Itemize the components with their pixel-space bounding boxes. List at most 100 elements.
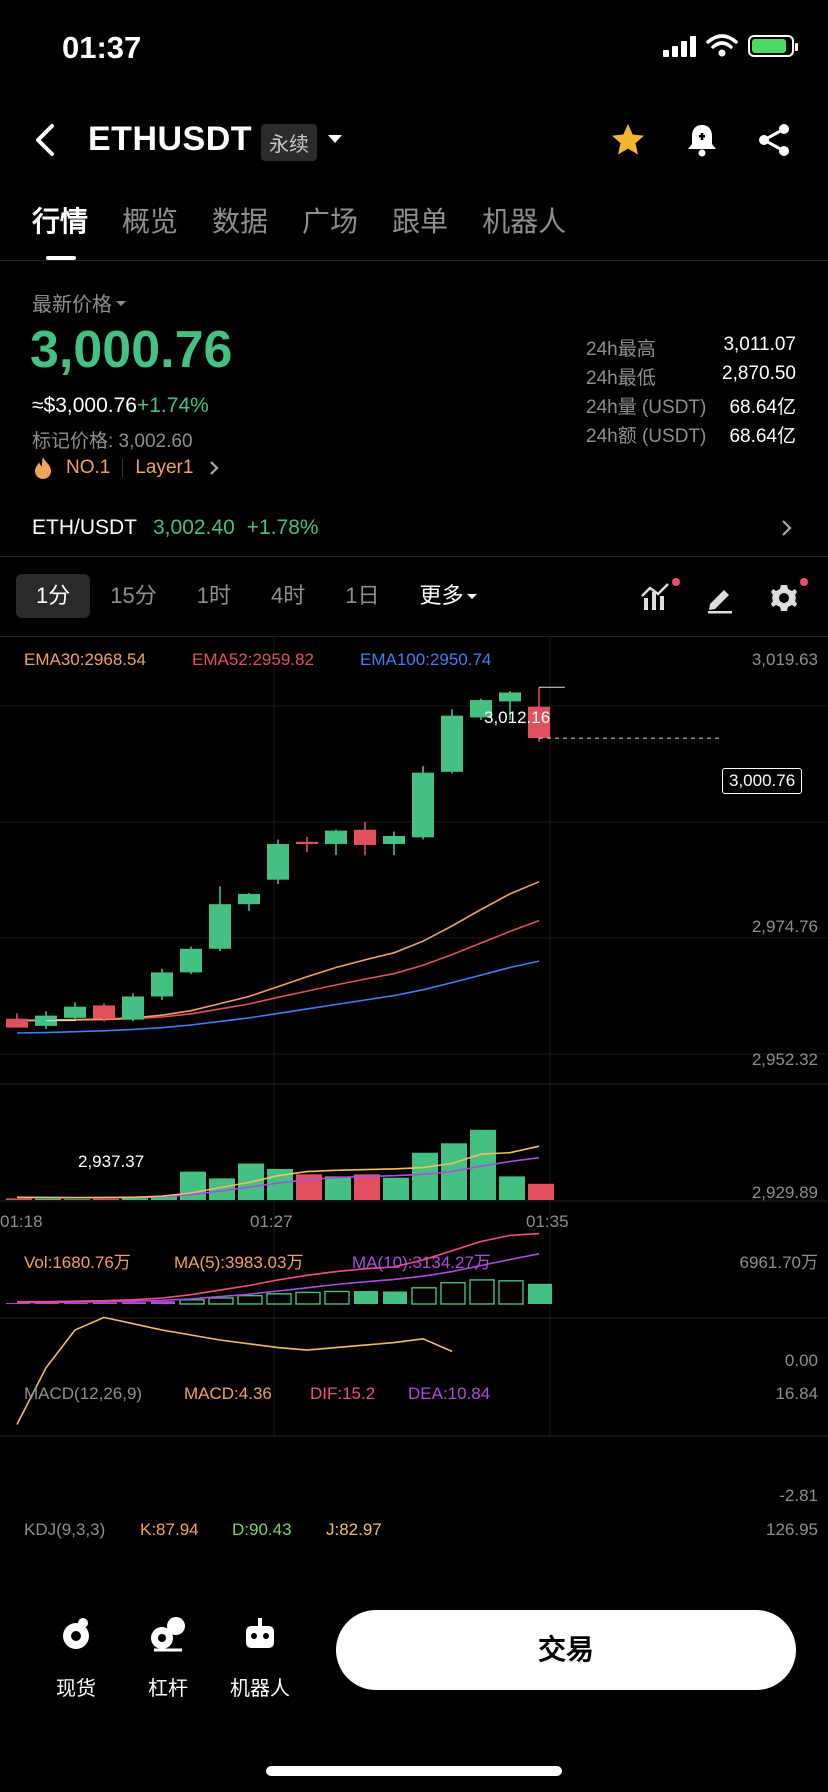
volume-bar <box>209 1178 235 1200</box>
j-label: J:82.97 <box>326 1520 382 1539</box>
macd-axis-bottom: -2.81 <box>779 1486 818 1505</box>
stat-value: 68.64亿 <box>729 426 796 447</box>
macd-bar <box>179 1299 205 1305</box>
macd-bar <box>498 1280 524 1305</box>
candle <box>354 829 376 845</box>
spot-pair: ETH/USDT <box>32 516 137 539</box>
macd-bar <box>6 1303 30 1305</box>
volume-bar <box>93 1198 119 1200</box>
share-icon[interactable] <box>754 120 794 160</box>
d-label: D:90.43 <box>232 1520 292 1539</box>
interval-selector: 1分 15分 1时 4时 1日 更多 <box>16 574 500 618</box>
volume-bar <box>151 1195 177 1200</box>
interval-1d[interactable]: 1日 <box>345 583 380 608</box>
last-price: 3,000.76 <box>30 321 233 379</box>
candle <box>64 1006 86 1018</box>
nav-spot-label: 现货 <box>56 1678 96 1700</box>
kdj-title: KDJ(9,3,3) <box>24 1520 106 1539</box>
interval-more[interactable]: 更多 <box>399 574 499 618</box>
ema30-label: EMA30:2968.54 <box>24 650 146 669</box>
volume-bar <box>64 1199 90 1200</box>
price-change: +1.74% <box>136 394 209 417</box>
tab-copy-trade[interactable]: 跟单 <box>392 206 449 237</box>
vol-axis-bottom: 0.00 <box>784 1351 818 1370</box>
macd-bar <box>528 1283 552 1304</box>
nav-spot[interactable]: 现货 <box>36 1614 116 1701</box>
stat-low: 24h最低 2,870.50 <box>586 363 796 392</box>
vol-axis-top: 6961.70万 <box>739 1253 818 1272</box>
usd-price-line: ≈$3,000.76+1.74% <box>32 394 209 418</box>
draw-tool[interactable] <box>702 580 742 616</box>
stat-high: 24h最高 3,011.07 <box>586 334 796 363</box>
tab-square[interactable]: 广场 <box>302 206 359 237</box>
time-tick: 01:18 <box>0 1212 43 1231</box>
j-line <box>16 1316 453 1425</box>
last-price-selector[interactable]: 最新价格 <box>32 288 130 317</box>
candle <box>528 706 550 739</box>
candle <box>209 904 231 949</box>
tab-overview[interactable]: 概览 <box>122 206 179 237</box>
stat-label: 24h量 (USDT) <box>586 397 707 418</box>
macd-axis-top: 16.84 <box>775 1384 818 1403</box>
contract-type-badge: 永续 <box>261 124 317 161</box>
tab-bots[interactable]: 机器人 <box>482 206 567 237</box>
volume-bar <box>6 1198 32 1200</box>
candle <box>499 692 521 702</box>
ema100-line <box>16 960 540 1034</box>
macd-bar <box>411 1287 437 1305</box>
interval-more-label: 更多 <box>419 583 464 608</box>
signal-icon <box>663 35 696 57</box>
nav-leverage[interactable]: 杠杆 <box>128 1614 208 1701</box>
price-tick: 2,952.32 <box>751 1050 818 1069</box>
candle <box>6 1018 28 1028</box>
macd-bar <box>93 1302 117 1304</box>
trade-button[interactable]: 交易 <box>336 1610 796 1690</box>
price-tick: 2,974.76 <box>751 917 818 936</box>
interval-4h[interactable]: 4时 <box>270 583 306 608</box>
star-icon[interactable] <box>608 120 648 160</box>
interval-1h[interactable]: 1时 <box>196 583 231 608</box>
candle <box>122 996 144 1020</box>
header: ETHUSDT 永续 <box>0 100 828 180</box>
divider <box>0 556 828 557</box>
robot-icon <box>246 1618 274 1648</box>
stat-value: 3,011.07 <box>723 334 796 355</box>
candle <box>238 893 260 905</box>
kline-chart[interactable] <box>0 636 828 1594</box>
candle <box>296 841 318 845</box>
spot-price: 3,002.40 <box>153 516 235 539</box>
symbol-title[interactable]: ETHUSDT <box>88 120 253 158</box>
interval-15m[interactable]: 15分 <box>110 583 157 608</box>
tab-market[interactable]: 行情 <box>32 206 89 237</box>
tag-line[interactable]: NO.1 Layer1 <box>32 456 223 480</box>
macd-bar <box>295 1291 321 1305</box>
caret-down-icon[interactable] <box>322 126 348 152</box>
macd-bar <box>122 1302 146 1304</box>
main-tabs: 行情 概览 数据 广场 跟单 机器人 <box>32 200 566 240</box>
kdj-axis-top: 126.95 <box>766 1520 818 1539</box>
bell-icon[interactable] <box>682 120 722 160</box>
status-icons <box>663 34 798 58</box>
gear-icon <box>771 585 797 611</box>
macd-bar <box>208 1297 234 1305</box>
bottom-bar: 现货 杠杆 机器人 交易 <box>0 1594 828 1792</box>
usd-price: ≈$3,000.76 <box>32 394 137 417</box>
settings-tool[interactable] <box>766 578 808 616</box>
nav-bot[interactable]: 机器人 <box>220 1614 300 1701</box>
interval-1m[interactable]: 1分 <box>16 574 91 618</box>
indicator-tool[interactable] <box>638 578 680 616</box>
low-marker: 2,937.37 <box>78 1152 145 1171</box>
macd-bar <box>383 1291 407 1304</box>
volume-bar <box>528 1183 554 1200</box>
indicator-icon <box>641 583 669 610</box>
volume-bar <box>325 1176 351 1200</box>
volume-bar <box>412 1152 438 1200</box>
divider <box>0 260 828 261</box>
back-icon[interactable] <box>28 120 64 160</box>
tab-data[interactable]: 数据 <box>212 206 269 237</box>
macd-bar <box>469 1279 495 1305</box>
spot-pair-row[interactable]: ETH/USDT 3,002.40 +1.78% <box>32 516 796 540</box>
leverage-icon <box>151 1617 185 1652</box>
vol-label: Vol:1680.76万 <box>24 1253 131 1272</box>
home-indicator <box>266 1766 562 1776</box>
